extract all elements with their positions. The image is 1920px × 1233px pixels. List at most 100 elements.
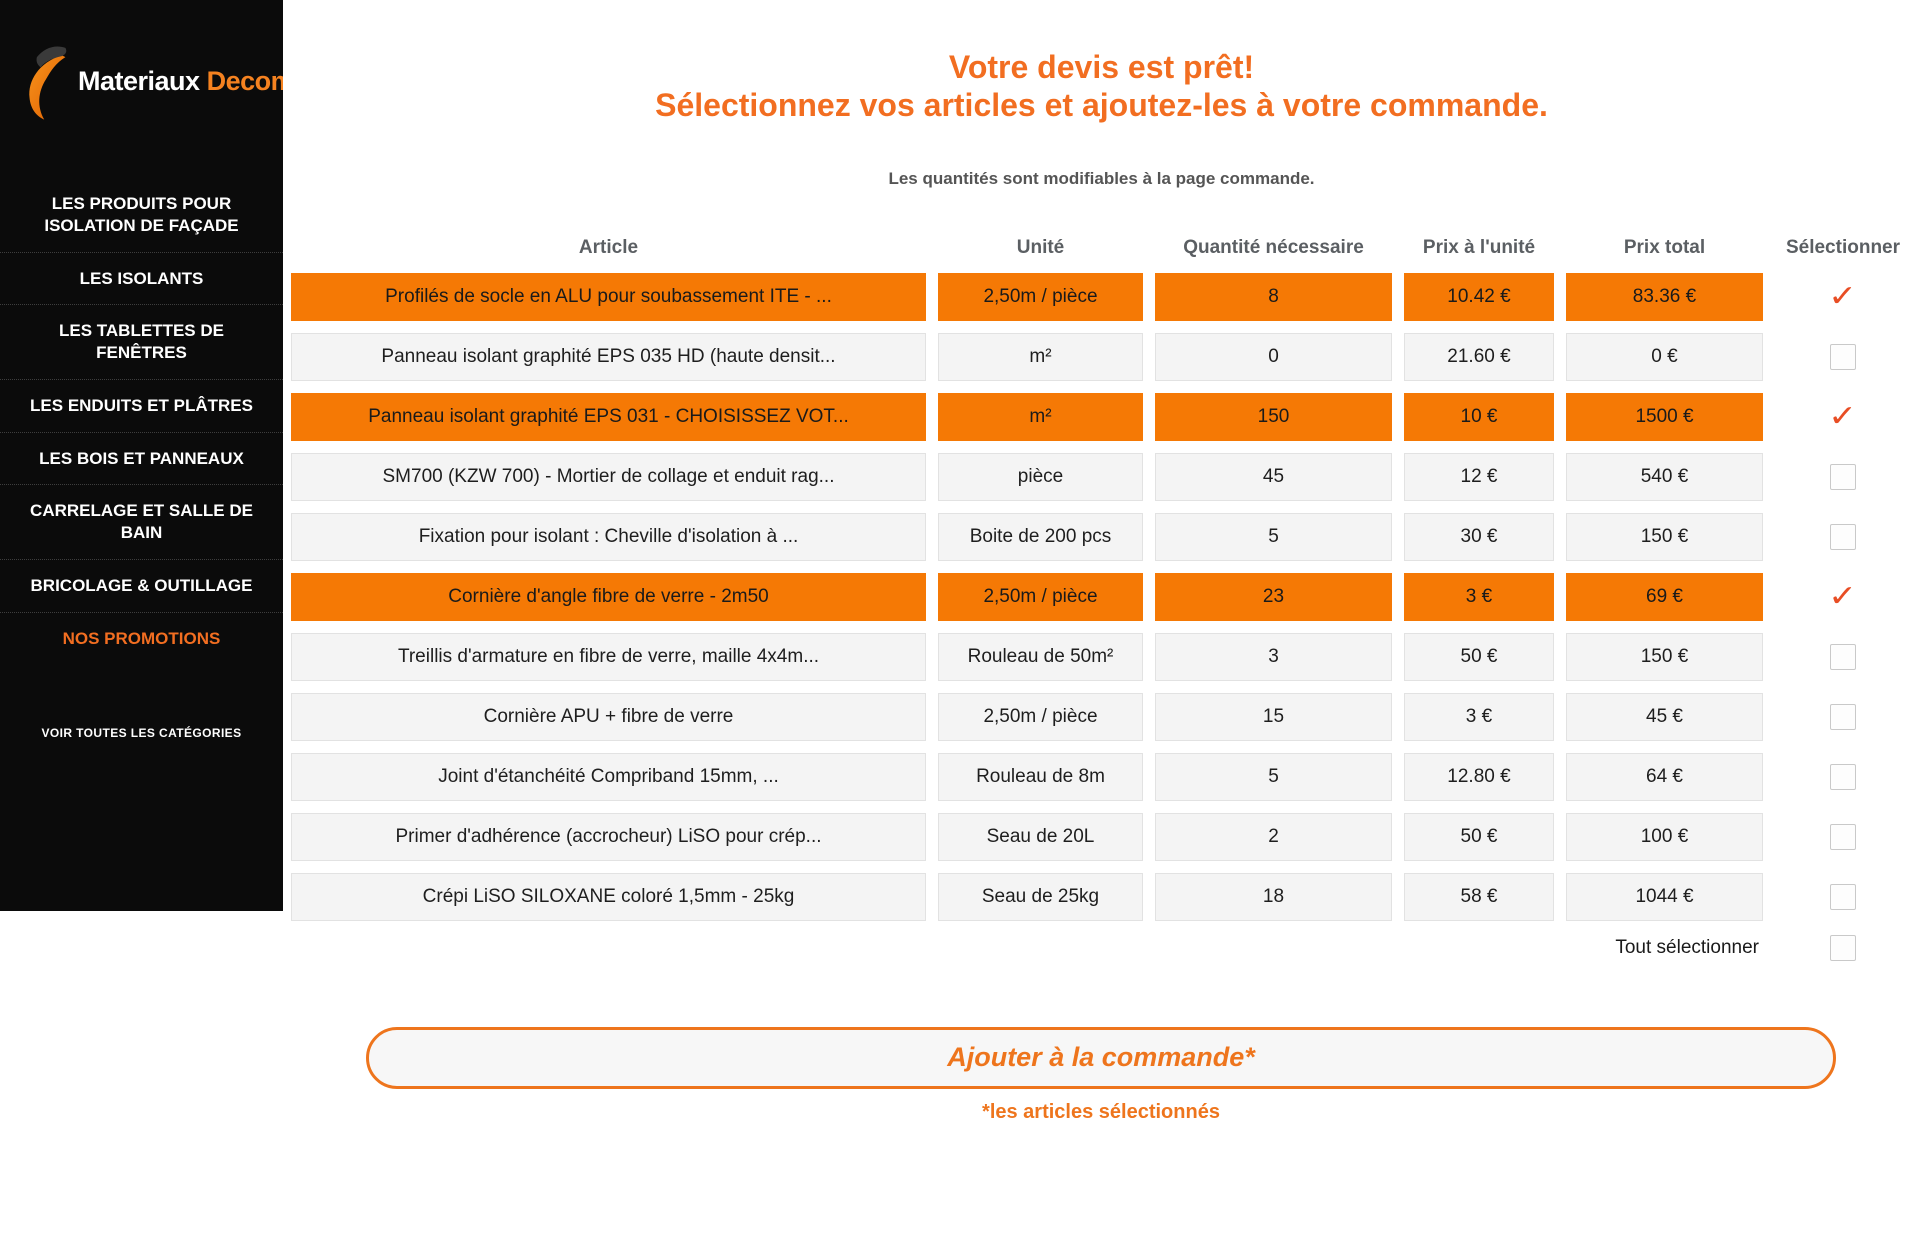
table-body: Profilés de socle en ALU pour soubasseme…	[291, 272, 1911, 921]
table-row: Crépi LiSO SILOXANE coloré 1,5mm - 25kg …	[291, 872, 1911, 921]
article-cell: Fixation pour isolant : Cheville d'isola…	[291, 512, 926, 561]
col-header-unit-price: Prix à l'unité	[1422, 236, 1536, 258]
check-icon[interactable]: ✓	[1828, 279, 1858, 313]
unit-price-cell: 10 €	[1404, 392, 1554, 441]
unit-price-cell: 50 €	[1404, 632, 1554, 681]
select-all-cell	[1775, 934, 1911, 961]
unit-cell: Seau de 25kg	[938, 872, 1143, 921]
quantity-cell: 3	[1155, 632, 1392, 681]
article-cell: Profilés de socle en ALU pour soubasseme…	[291, 272, 926, 321]
unit-cell: Rouleau de 8m	[938, 752, 1143, 801]
quantity-cell: 0	[1155, 332, 1392, 381]
quantity-cell: 5	[1155, 752, 1392, 801]
check-icon[interactable]: ✓	[1828, 399, 1858, 433]
unit-cell: pièce	[938, 452, 1143, 501]
unit-cell: Boite de 200 pcs	[938, 512, 1143, 561]
sidebar-item-bricolage-outillage[interactable]: BRICOLAGE & OUTILLAGE	[0, 560, 283, 613]
select-cell: ✓	[1775, 633, 1911, 681]
sidebar-item-carrelage-salle-de-bain[interactable]: CARRELAGE ET SALLE DE BAIN	[0, 485, 283, 560]
page-subtitle: Les quantités sont modifiables à la page…	[888, 168, 1315, 188]
table-row: Panneau isolant graphité EPS 031 - CHOIS…	[291, 392, 1911, 441]
main-content: Votre devis est prêt! Sélectionnez vos a…	[283, 0, 1920, 1233]
brand-logo[interactable]: Materiaux Decomat	[0, 0, 318, 120]
checkbox-unchecked[interactable]	[1830, 343, 1856, 370]
quantity-cell: 5	[1155, 512, 1392, 561]
quantity-cell: 2	[1155, 812, 1392, 861]
unit-cell: m²	[938, 392, 1143, 441]
select-cell: ✓	[1775, 273, 1911, 321]
sidebar-item-enduits-platres[interactable]: LES ENDUITS ET PLÂTRES	[0, 380, 283, 433]
table-row: Cornière APU + fibre de verre 2,50m / pi…	[291, 692, 1911, 741]
unit-cell: Rouleau de 50m²	[938, 632, 1143, 681]
total-price-cell: 0 €	[1566, 332, 1763, 381]
sidebar-menu: LES PRODUITS POUR ISOLATION DE FAÇADE LE…	[0, 178, 283, 664]
article-cell: Crépi LiSO SILOXANE coloré 1,5mm - 25kg	[291, 872, 926, 921]
article-cell: Joint d'étanchéité Compriband 15mm, ...	[291, 752, 926, 801]
sidebar-item-tablettes-fenetres[interactable]: LES TABLETTES DE FENÊTRES	[0, 305, 283, 380]
select-all-row: Tout sélectionner	[291, 934, 1911, 961]
checkbox-unchecked[interactable]	[1830, 703, 1856, 730]
sidebar-item-bois-panneaux[interactable]: LES BOIS ET PANNEAUX	[0, 433, 283, 486]
total-price-cell: 64 €	[1566, 752, 1763, 801]
checkbox-unchecked[interactable]	[1830, 763, 1856, 790]
table-row: Profilés de socle en ALU pour soubasseme…	[291, 272, 1911, 321]
checkbox-unchecked[interactable]	[1830, 463, 1856, 490]
select-cell: ✓	[1775, 513, 1911, 561]
sidebar-item-promotions[interactable]: NOS PROMOTIONS	[62, 628, 221, 648]
article-cell: SM700 (KZW 700) - Mortier de collage et …	[291, 452, 926, 501]
table-row: Primer d'adhérence (accrocheur) LiSO pou…	[291, 812, 1911, 861]
table-row: Joint d'étanchéité Compriband 15mm, ... …	[291, 752, 1911, 801]
selected-items-note: *les articles sélectionnés	[982, 1100, 1220, 1123]
article-cell: Treillis d'armature en fibre de verre, m…	[291, 632, 926, 681]
col-header-select: Sélectionner	[1785, 236, 1901, 258]
title-line-1: Votre devis est prêt!	[948, 49, 1255, 85]
table-row: Cornière d'angle fibre de verre - 2m50 2…	[291, 572, 1911, 621]
checkbox-unchecked[interactable]	[1830, 823, 1856, 850]
all-categories-link[interactable]: VOIR TOUTES LES CATÉGORIES	[41, 726, 242, 741]
unit-price-cell: 12 €	[1404, 452, 1554, 501]
article-cell: Panneau isolant graphité EPS 031 - CHOIS…	[291, 392, 926, 441]
table-row: Panneau isolant graphité EPS 035 HD (hau…	[291, 332, 1911, 381]
page-title: Votre devis est prêt! Sélectionnez vos a…	[283, 48, 1920, 125]
page-header: Votre devis est prêt! Sélectionnez vos a…	[283, 0, 1920, 125]
select-cell: ✓	[1775, 393, 1911, 441]
title-line-2: Sélectionnez vos articles et ajoutez-les…	[655, 87, 1548, 124]
checkbox-unchecked[interactable]	[1830, 643, 1856, 670]
article-cell: Primer d'adhérence (accrocheur) LiSO pou…	[291, 812, 926, 861]
sidebar-item-isolation-facade[interactable]: LES PRODUITS POUR ISOLATION DE FAÇADE	[0, 178, 283, 253]
unit-cell: 2,50m / pièce	[938, 572, 1143, 621]
article-cell: Panneau isolant graphité EPS 035 HD (hau…	[291, 332, 926, 381]
select-all-label: Tout sélectionner	[1615, 936, 1759, 958]
select-cell: ✓	[1775, 333, 1911, 381]
select-all-checkbox[interactable]	[1830, 934, 1856, 961]
article-cell: Cornière d'angle fibre de verre - 2m50	[291, 572, 926, 621]
sidebar-item-isolants[interactable]: LES ISOLANTS	[0, 253, 283, 306]
col-header-unit: Unité	[1016, 236, 1065, 258]
add-to-order-button[interactable]: Ajouter à la commande*	[366, 1026, 1836, 1089]
table-row: Fixation pour isolant : Cheville d'isola…	[291, 512, 1911, 561]
quantity-cell: 18	[1155, 872, 1392, 921]
check-icon[interactable]: ✓	[1828, 579, 1858, 613]
sidebar: Materiaux Decomat LES PRODUITS POUR ISOL…	[0, 0, 318, 911]
unit-price-cell: 3 €	[1404, 692, 1554, 741]
quote-table: Article Unité Quantité nécessaire Prix à…	[291, 237, 1911, 961]
checkbox-unchecked[interactable]	[1830, 523, 1856, 550]
total-price-cell: 1044 €	[1566, 872, 1763, 921]
col-header-total-price: Prix total	[1623, 236, 1706, 258]
table-row: Treillis d'armature en fibre de verre, m…	[291, 632, 1911, 681]
unit-cell: m²	[938, 332, 1143, 381]
total-price-cell: 1500 €	[1566, 392, 1763, 441]
unit-price-cell: 3 €	[1404, 572, 1554, 621]
checkbox-unchecked[interactable]	[1830, 883, 1856, 910]
table-row: SM700 (KZW 700) - Mortier de collage et …	[291, 452, 1911, 501]
unit-price-cell: 12.80 €	[1404, 752, 1554, 801]
select-cell: ✓	[1775, 753, 1911, 801]
unit-price-cell: 21.60 €	[1404, 332, 1554, 381]
select-cell: ✓	[1775, 813, 1911, 861]
table-header-row: Article Unité Quantité nécessaire Prix à…	[291, 237, 1911, 259]
unit-price-cell: 10.42 €	[1404, 272, 1554, 321]
total-price-cell: 45 €	[1566, 692, 1763, 741]
select-cell: ✓	[1775, 453, 1911, 501]
total-price-cell: 150 €	[1566, 512, 1763, 561]
total-price-cell: 83.36 €	[1566, 272, 1763, 321]
